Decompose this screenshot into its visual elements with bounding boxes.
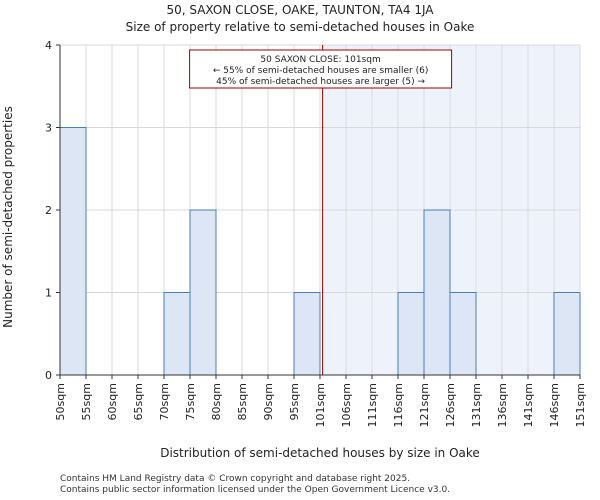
chart-subtitle: Size of property relative to semi-detach… <box>125 20 475 34</box>
x-tick-label: 131sqm <box>470 383 483 427</box>
histogram-bar <box>189 209 217 376</box>
histogram-bar <box>397 292 425 376</box>
x-tick-label: 50sqm <box>54 383 67 420</box>
x-tick-label: 80sqm <box>210 383 223 420</box>
x-tick-label: 95sqm <box>288 383 301 420</box>
y-axis-label: Number of semi-detached properties <box>1 106 15 328</box>
annotation-line-1: 50 SAXON CLOSE: 101sqm <box>260 55 380 65</box>
x-axis-label: Distribution of semi-detached houses by … <box>160 446 480 460</box>
chart-title: 50, SAXON CLOSE, OAKE, TAUNTON, TA4 1JA <box>166 3 434 17</box>
histogram-bar <box>293 292 321 376</box>
x-tick-label: 111sqm <box>366 383 379 427</box>
annotation-box <box>189 49 453 89</box>
x-tick-label: 146sqm <box>548 383 561 427</box>
histogram-bar <box>449 292 477 376</box>
x-tick-label: 60sqm <box>106 383 119 420</box>
footer-line-1: Contains HM Land Registry data © Crown c… <box>60 474 411 484</box>
x-tick-label: 151sqm <box>574 383 587 427</box>
annotation-line-3: 45% of semi-detached houses are larger (… <box>216 77 425 87</box>
x-tick-label: 121sqm <box>418 383 431 427</box>
x-tick-label: 136sqm <box>496 383 509 427</box>
y-tick-label: 3 <box>45 122 52 135</box>
x-tick-label: 75sqm <box>184 383 197 420</box>
x-tick-label: 126sqm <box>444 383 457 427</box>
x-tick-label: 70sqm <box>158 383 171 420</box>
x-tick-label: 101sqm <box>314 383 327 427</box>
y-tick-label: 1 <box>45 287 52 300</box>
x-tick-label: 141sqm <box>522 383 535 427</box>
x-tick-label: 65sqm <box>132 383 145 420</box>
x-tick-label: 55sqm <box>80 383 93 420</box>
y-tick-label: 4 <box>45 39 52 52</box>
y-tick-label: 2 <box>45 204 52 217</box>
x-tick-label: 90sqm <box>262 383 275 420</box>
y-tick-label: 0 <box>45 369 52 382</box>
histogram-bar <box>553 292 581 376</box>
x-tick-label: 116sqm <box>392 383 405 427</box>
histogram-bar <box>423 209 451 376</box>
annotation-line-2: ← 55% of semi-detached houses are smalle… <box>213 66 429 76</box>
x-tick-label: 106sqm <box>340 383 353 427</box>
x-tick-label: 85sqm <box>236 383 249 420</box>
histogram-bar <box>59 127 87 376</box>
histogram-bar <box>163 292 191 376</box>
footer-line-2: Contains public sector information licen… <box>60 485 451 495</box>
